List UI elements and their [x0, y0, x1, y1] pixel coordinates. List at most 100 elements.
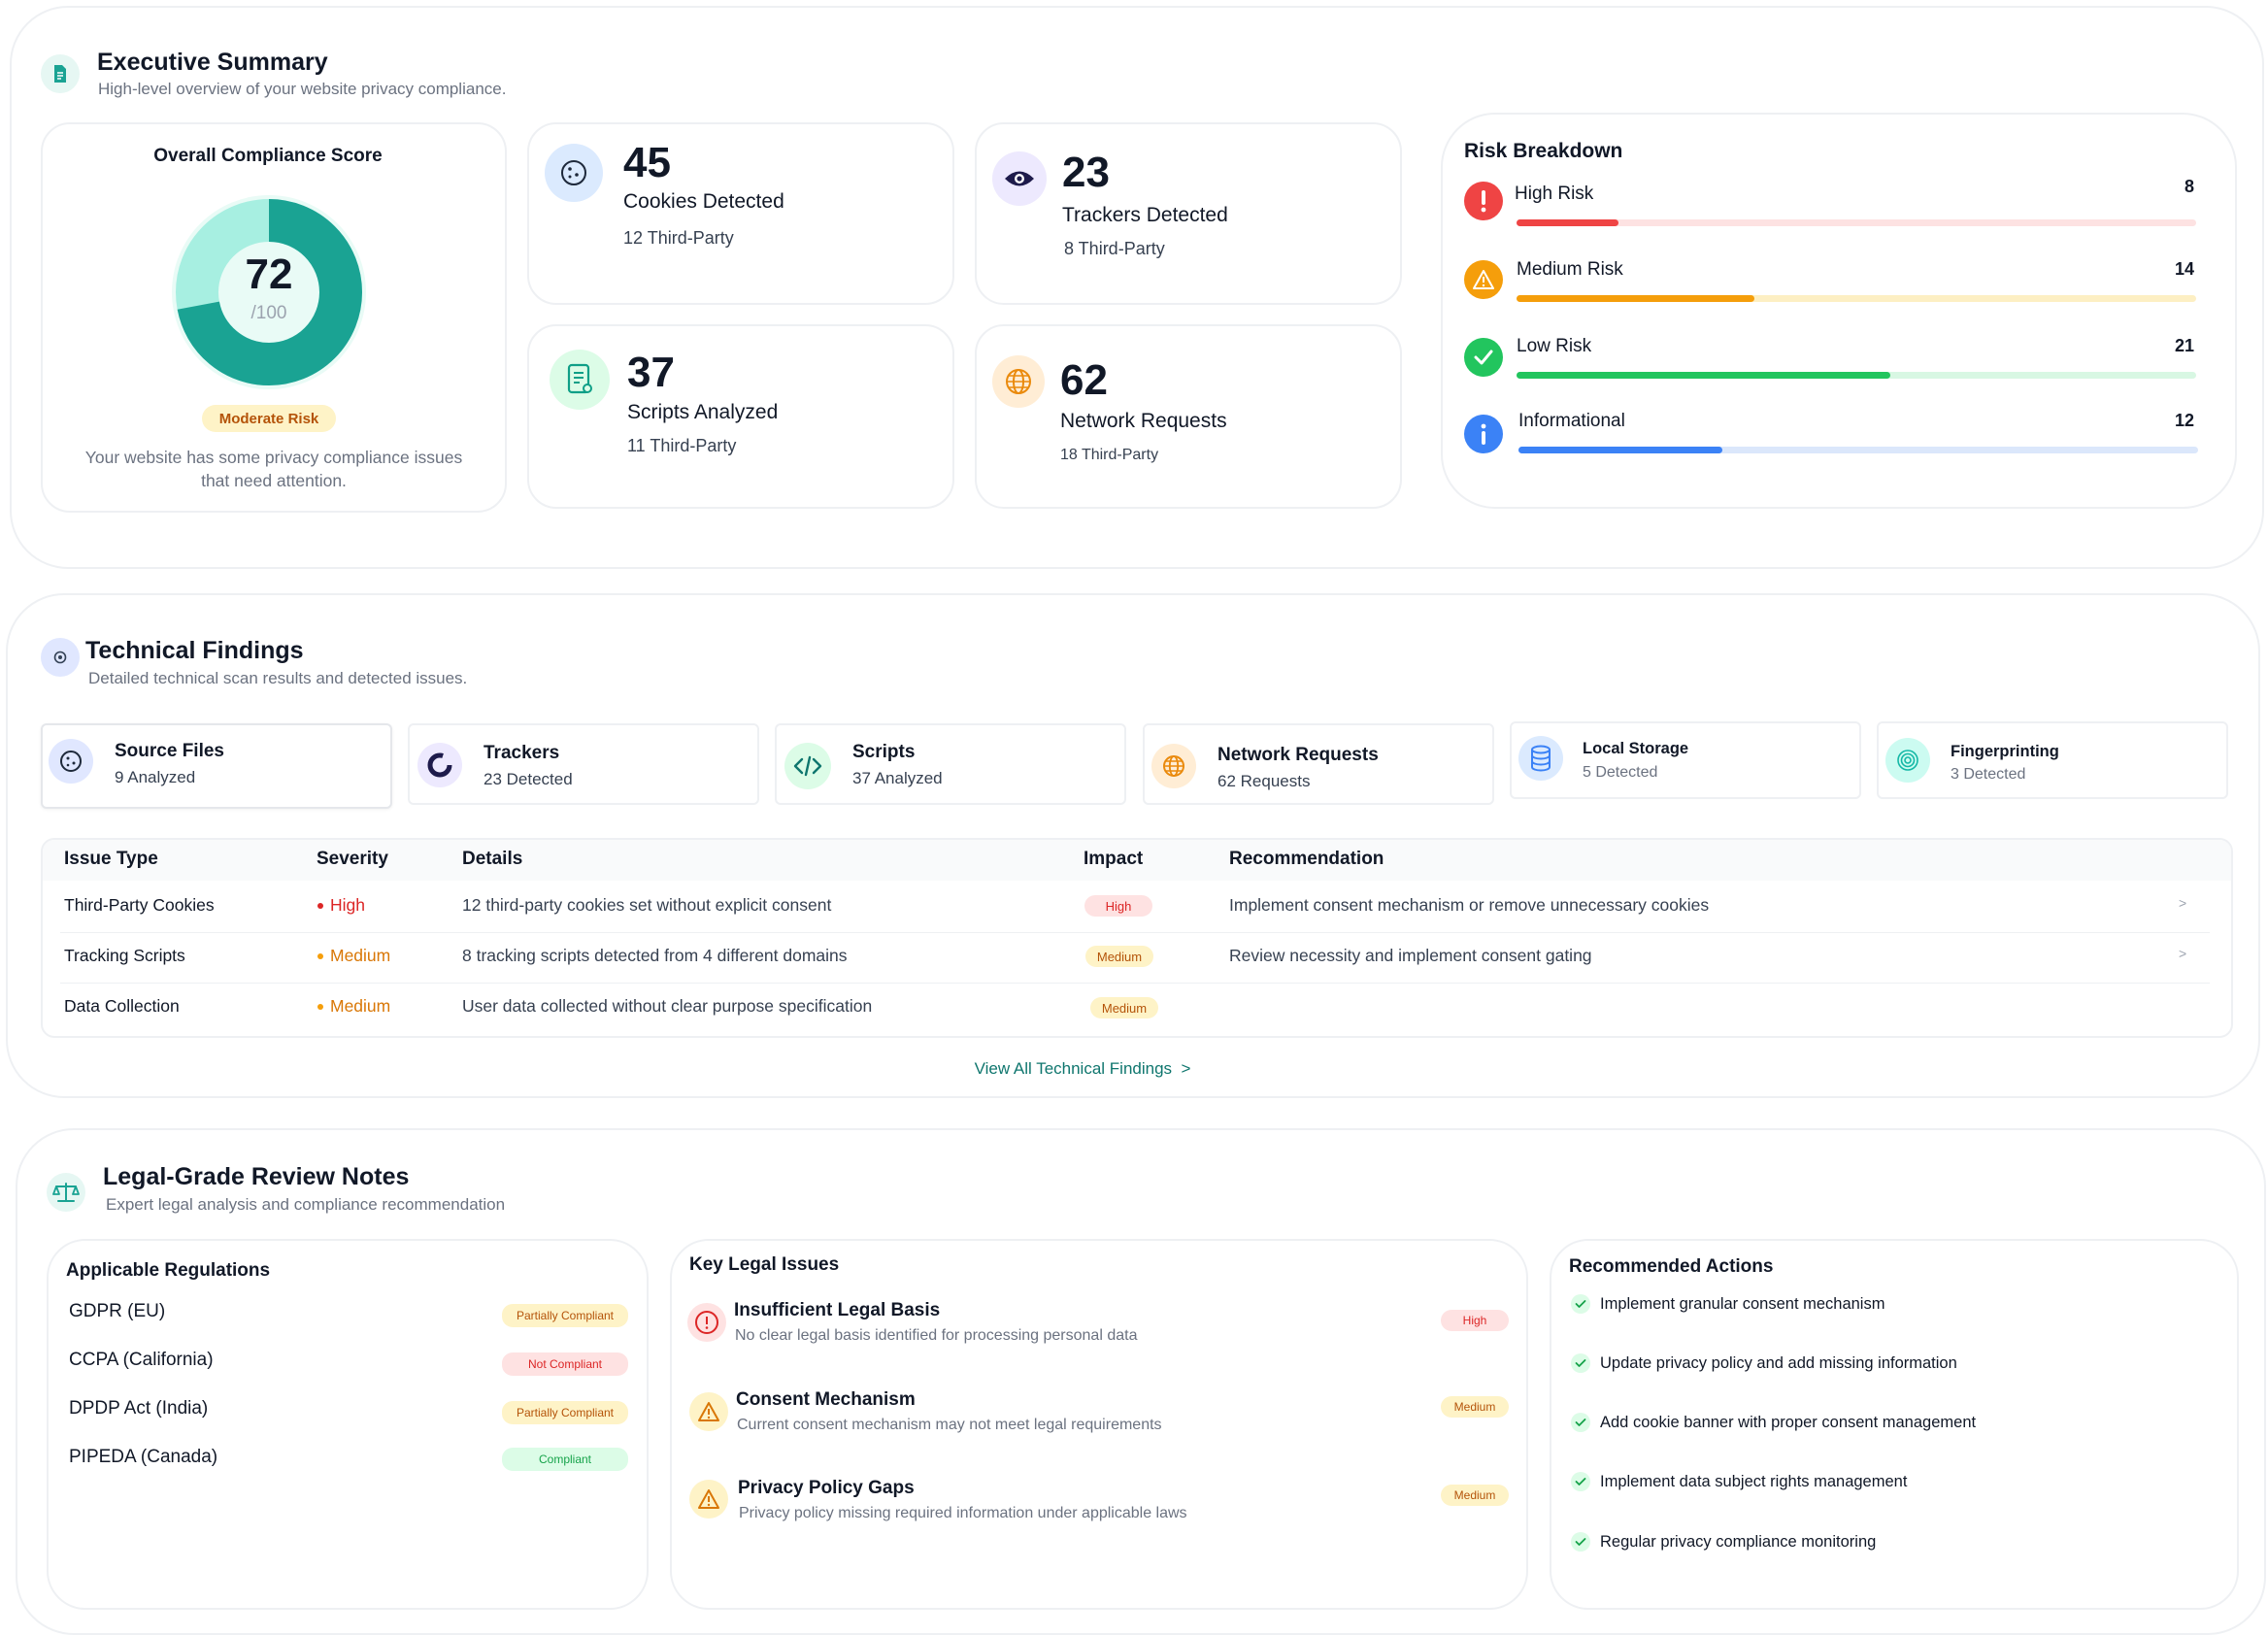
- score-note-line-2: that need attention.: [201, 471, 347, 490]
- impact-badge-high: High: [1084, 895, 1152, 917]
- tab-source-files-sub: 9 Analyzed: [115, 768, 196, 786]
- cookies-count: 45: [623, 139, 671, 186]
- row-details: 8 tracking scripts detected from 4 diffe…: [462, 946, 848, 965]
- scripts-sub: 11 Third-Party: [627, 436, 737, 455]
- check-icon: [1571, 1532, 1590, 1552]
- tab-local-storage[interactable]: [1510, 721, 1861, 799]
- risk-info-count: 12: [2174, 411, 2194, 430]
- action-item: Add cookie banner with proper consent ma…: [1600, 1414, 1977, 1431]
- exclamation-icon: [1464, 182, 1503, 220]
- legal-review-title: Legal-Grade Review Notes: [103, 1163, 410, 1190]
- info-icon: [1464, 415, 1503, 453]
- impact-badge-medium: Medium: [1085, 946, 1153, 967]
- cookies-label: Cookies Detected: [623, 190, 784, 213]
- row-recommendation: Implement consent mechanism or remove un…: [1229, 895, 1710, 915]
- row-recommendation: Review necessity and implement consent g…: [1229, 946, 1592, 965]
- legal-issues-title: Key Legal Issues: [689, 1254, 840, 1275]
- stat-card-cookies[interactable]: [527, 122, 954, 305]
- status-badge-compliant: Compliant: [502, 1448, 628, 1471]
- risk-high-bar: [1517, 219, 2196, 226]
- score-value: 72: [245, 250, 293, 298]
- col-recommendation: Recommendation: [1229, 849, 1384, 869]
- risk-low-bar: [1517, 372, 2196, 379]
- warning-icon: [689, 1392, 728, 1431]
- row-issue-type: Third-Party Cookies: [64, 895, 215, 915]
- tab-scripts[interactable]: [775, 723, 1126, 805]
- col-impact: Impact: [1084, 849, 1144, 869]
- risk-medium-bar: [1517, 295, 2196, 302]
- risk-info-label: Informational: [1518, 411, 1625, 431]
- view-all-findings-link[interactable]: View All Technical Findings >: [974, 1059, 1191, 1078]
- tab-network-requests[interactable]: [1143, 723, 1494, 805]
- tab-fingerprinting[interactable]: [1877, 721, 2228, 799]
- executive-summary-title: Executive Summary: [97, 49, 328, 76]
- severity-dot-high: [317, 903, 323, 909]
- legal-issue-title: Privacy Policy Gaps: [738, 1478, 915, 1498]
- ring-icon: [417, 743, 462, 787]
- alert-circle-icon: [687, 1303, 726, 1342]
- stat-card-scripts[interactable]: [527, 324, 954, 509]
- col-issue-type: Issue Type: [64, 849, 158, 869]
- scale-icon: [47, 1173, 85, 1212]
- tab-local-storage-label: Local Storage: [1583, 740, 1689, 757]
- risk-low-count: 21: [2174, 336, 2194, 355]
- score-max: /100: [250, 303, 287, 323]
- tab-source-files[interactable]: [41, 723, 392, 809]
- regulation-name: GDPR (EU): [69, 1301, 166, 1321]
- stat-card-network[interactable]: [975, 324, 1402, 509]
- row-issue-type: Tracking Scripts: [64, 946, 185, 965]
- check-icon: [1571, 1472, 1590, 1491]
- technical-findings-title: Technical Findings: [85, 637, 304, 664]
- risk-high-count-display: 8: [2184, 177, 2194, 196]
- legal-review-subtitle: Expert legal analysis and compliance rec…: [106, 1195, 506, 1214]
- severity-badge-medium: Medium: [1441, 1485, 1509, 1506]
- action-item: Implement granular consent mechanism: [1600, 1295, 1885, 1313]
- legal-issue-title: Insufficient Legal Basis: [734, 1300, 941, 1320]
- risk-high-label: High Risk: [1515, 184, 1594, 204]
- severity-dot-medium: [317, 953, 323, 959]
- warning-icon: [1464, 260, 1503, 299]
- action-item: Update privacy policy and add missing in…: [1600, 1354, 1957, 1372]
- risk-breakdown-title: Risk Breakdown: [1464, 140, 1623, 162]
- tab-local-storage-sub: 5 Detected: [1583, 764, 1658, 781]
- action-item: Regular privacy compliance monitoring: [1600, 1533, 1877, 1551]
- check-icon: [1571, 1294, 1590, 1314]
- stat-card-trackers[interactable]: [975, 122, 1402, 305]
- regulation-name: PIPEDA (Canada): [69, 1447, 218, 1467]
- cookies-sub: 12 Third-Party: [623, 228, 734, 248]
- network-count: 62: [1060, 356, 1108, 404]
- row-details: 12 third-party cookies set without expli…: [462, 895, 832, 915]
- globe-icon: [992, 355, 1045, 408]
- technical-findings-subtitle: Detailed technical scan results and dete…: [88, 669, 468, 687]
- severity-badge-high: High: [1441, 1310, 1509, 1331]
- network-label: Network Requests: [1060, 410, 1227, 432]
- legal-issue-description: Current consent mechanism may not meet l…: [737, 1417, 1162, 1433]
- row-severity: Medium: [330, 996, 391, 1016]
- row-issue-type: Data Collection: [64, 996, 180, 1016]
- executive-summary-subtitle: High-level overview of your website priv…: [98, 80, 507, 98]
- row-divider: [60, 932, 2210, 933]
- tab-source-files-label: Source Files: [115, 741, 224, 761]
- risk-medium-count: 14: [2174, 259, 2194, 279]
- impact-badge-medium: Medium: [1090, 997, 1158, 1018]
- status-badge-partial: Partially Compliant: [502, 1304, 628, 1327]
- row-divider: [60, 983, 2210, 984]
- risk-level-badge: Moderate Risk: [202, 405, 336, 432]
- script-icon: [550, 350, 610, 410]
- check-icon: [1571, 1353, 1590, 1373]
- cookie-icon: [545, 144, 603, 202]
- col-severity: Severity: [317, 849, 388, 869]
- tab-fingerprinting-label: Fingerprinting: [1951, 743, 2059, 760]
- chevron-right-icon[interactable]: >: [2179, 895, 2187, 911]
- legal-issue-description: No clear legal basis identified for proc…: [735, 1327, 1138, 1344]
- globe-icon: [1151, 744, 1196, 788]
- tab-trackers[interactable]: [408, 723, 759, 805]
- tab-scripts-label: Scripts: [852, 742, 916, 762]
- regulations-title: Applicable Regulations: [66, 1260, 271, 1281]
- tab-fingerprinting-sub: 3 Detected: [1951, 766, 2026, 783]
- legal-issue-description: Privacy policy missing required informat…: [739, 1505, 1187, 1521]
- severity-badge-medium: Medium: [1441, 1396, 1509, 1418]
- recommended-actions-title: Recommended Actions: [1569, 1256, 1774, 1277]
- chevron-right-icon[interactable]: >: [2179, 946, 2187, 961]
- tab-trackers-label: Trackers: [484, 743, 560, 763]
